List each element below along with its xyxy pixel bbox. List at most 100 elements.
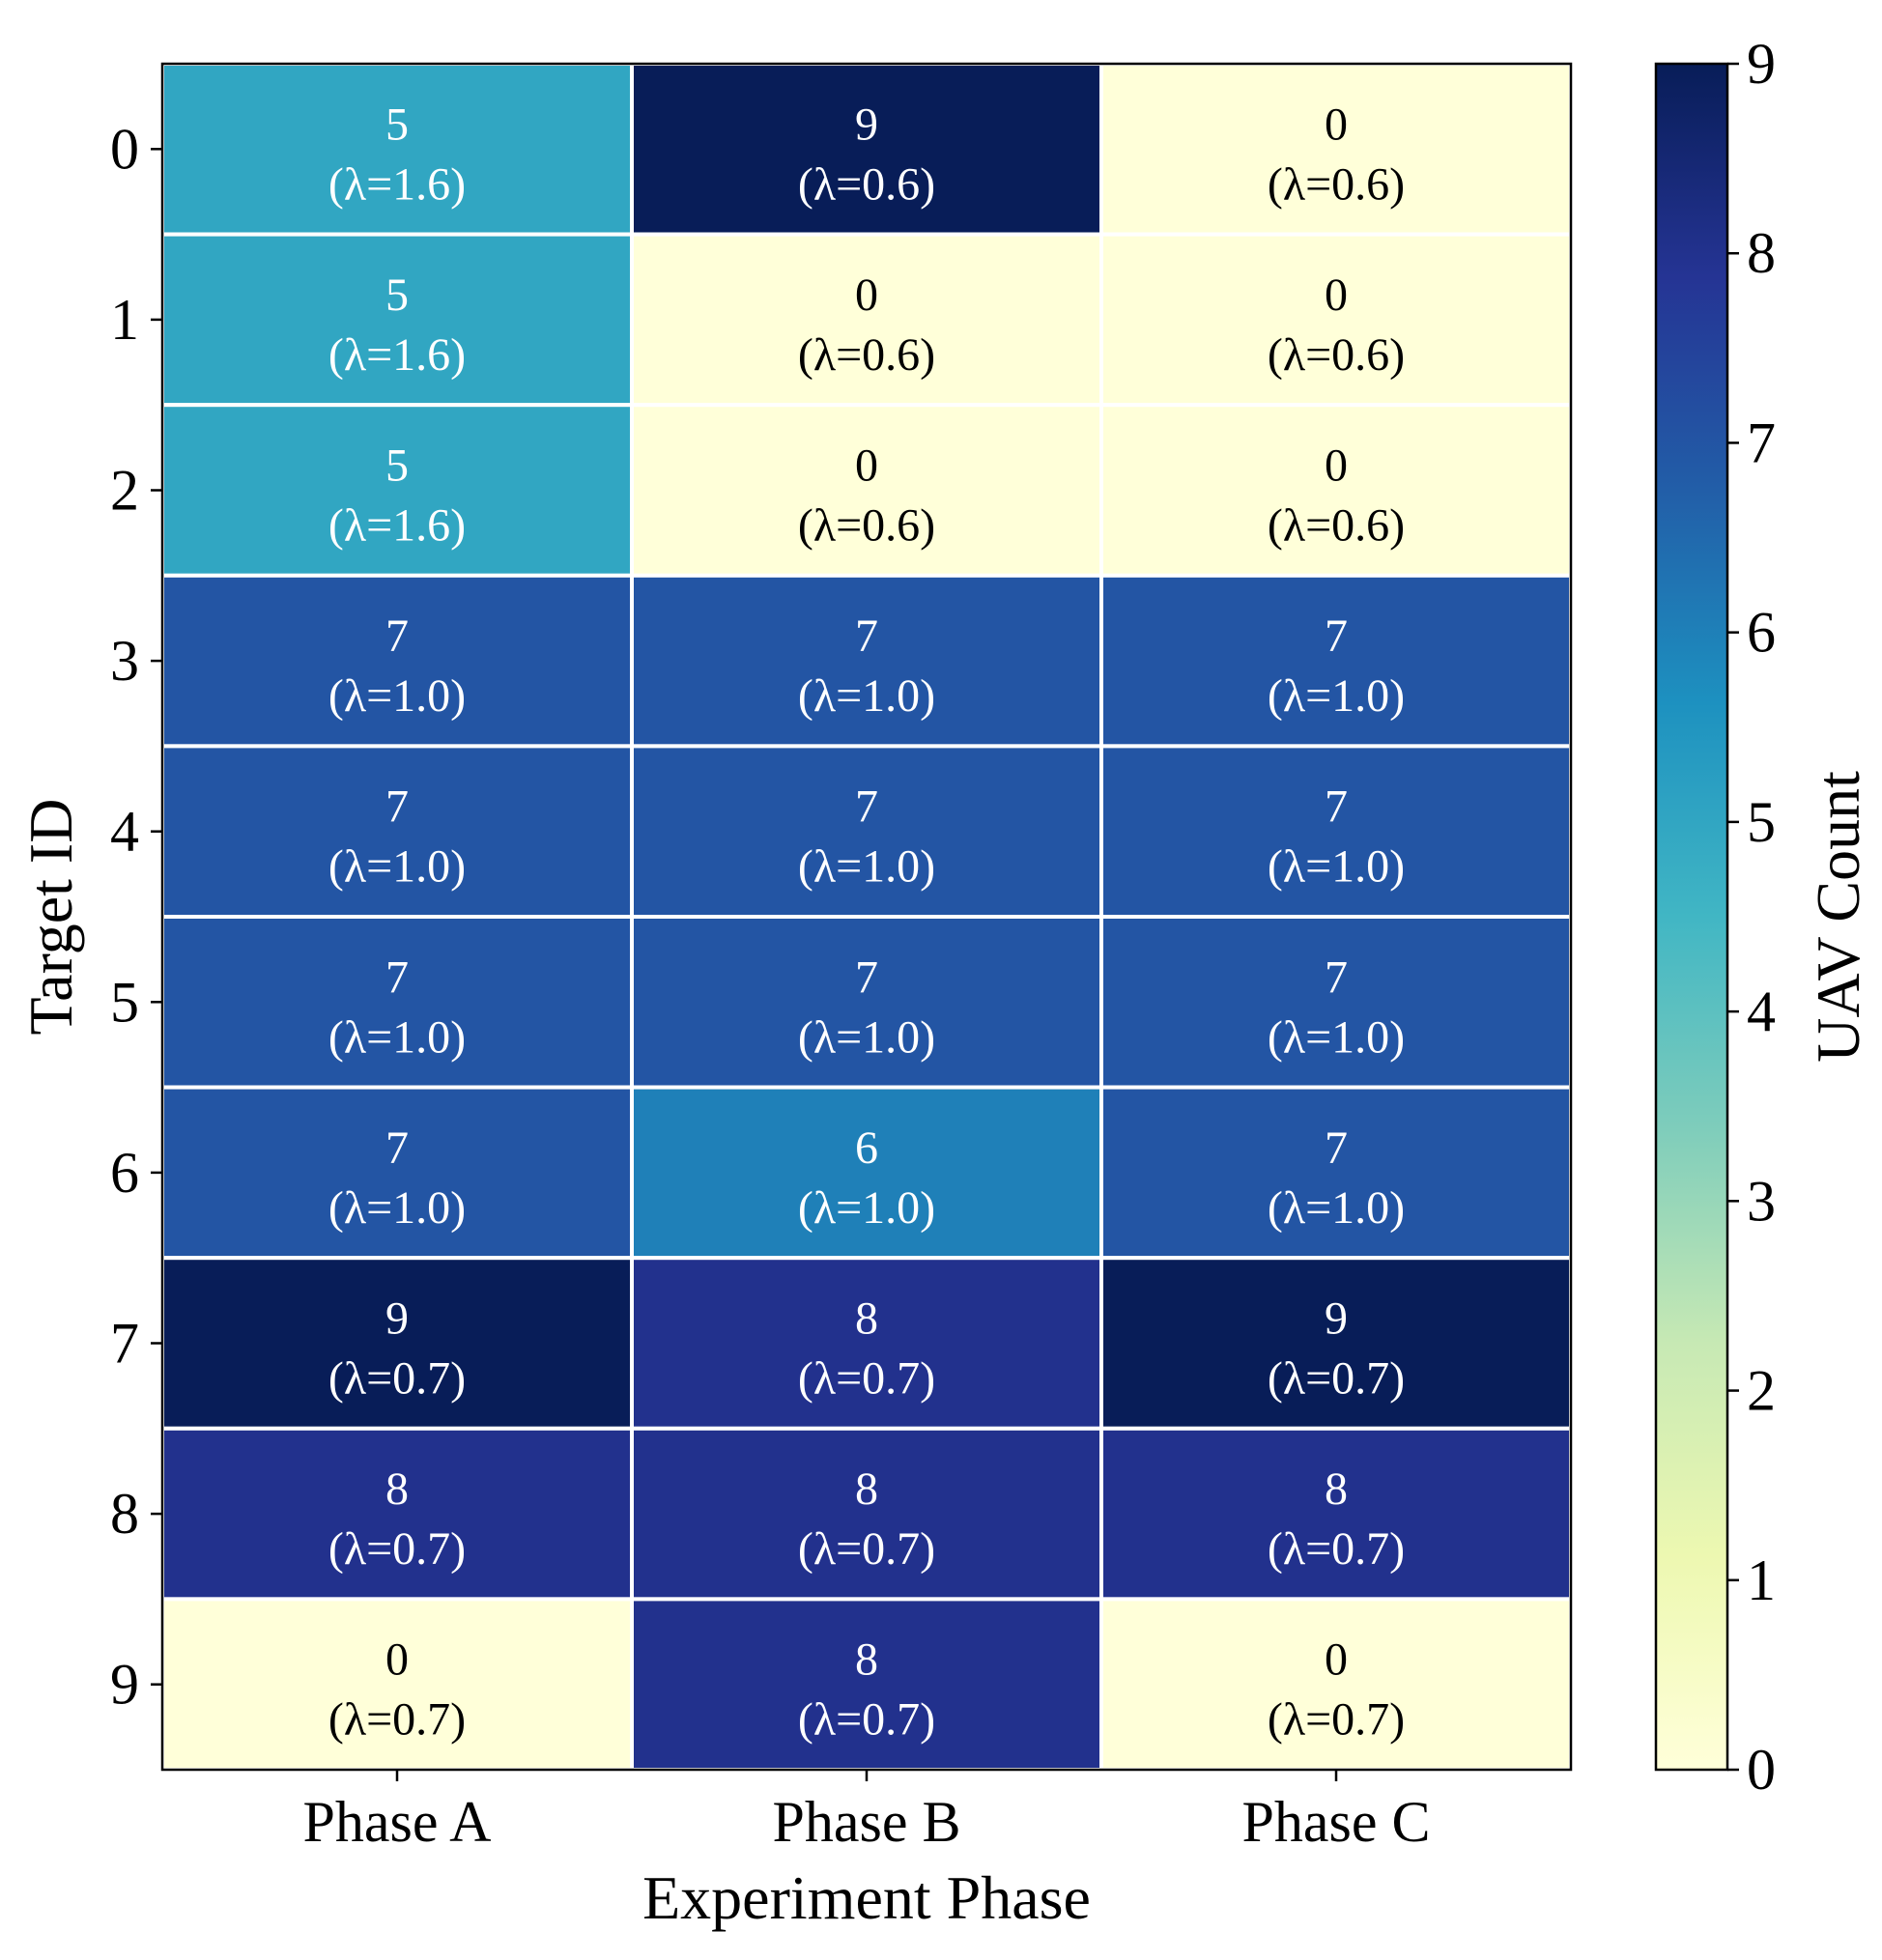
cell-value-label: 5	[385, 440, 409, 492]
cell-value-label: 8	[855, 1463, 878, 1515]
heatmap-cell	[630, 915, 1103, 1090]
cell-value-label: 7	[1325, 611, 1348, 662]
heatmap-cell	[630, 62, 1103, 237]
cell-lambda-label: (λ=1.0)	[328, 1011, 466, 1063]
cell-lambda-label: (λ=1.0)	[328, 1182, 466, 1234]
heatmap-cell	[1099, 1426, 1573, 1602]
cell-lambda-label: (λ=0.6)	[1268, 500, 1405, 552]
cell-lambda-label: (λ=1.0)	[798, 1182, 935, 1234]
heatmap-cell	[160, 1256, 634, 1431]
cell-lambda-label: (λ=0.7)	[328, 1694, 466, 1746]
colorbar-tick-label: 7	[1747, 411, 1776, 474]
heatmap-cell	[160, 1597, 634, 1773]
cell-value-label: 8	[1325, 1463, 1348, 1515]
cell-lambda-label: (λ=1.0)	[1268, 670, 1405, 722]
cell-lambda-label: (λ=1.6)	[328, 500, 466, 552]
y-tick-label: 6	[110, 1141, 139, 1205]
cell-value-label: 8	[385, 1463, 409, 1515]
cell-lambda-label: (λ=1.6)	[328, 158, 466, 210]
cell-lambda-label: (λ=0.7)	[798, 1353, 935, 1405]
heatmap-cell	[1099, 1085, 1573, 1261]
heatmap-cell	[160, 1426, 634, 1602]
cell-lambda-label: (λ=0.7)	[798, 1694, 935, 1746]
y-tick-label: 0	[110, 117, 139, 181]
cell-lambda-label: (λ=1.0)	[328, 670, 466, 722]
heatmap-cell	[160, 62, 634, 237]
heatmap-cell	[630, 1256, 1103, 1431]
heatmap-cell	[1099, 915, 1573, 1090]
cell-value-label: 7	[855, 781, 878, 833]
cell-lambda-label: (λ=1.0)	[1268, 1011, 1405, 1063]
cell-value-label: 0	[385, 1634, 409, 1686]
colorbar-tick-label: 8	[1747, 221, 1776, 285]
cell-value-label: 9	[855, 99, 878, 150]
cell-lambda-label: (λ=1.0)	[798, 670, 935, 722]
cell-value-label: 0	[1325, 440, 1348, 492]
y-tick-label: 9	[110, 1653, 139, 1717]
heatmap-cell	[630, 744, 1103, 920]
heatmap-cell	[1099, 573, 1573, 749]
cell-value-label: 5	[385, 270, 409, 321]
y-tick-label: 2	[110, 459, 139, 523]
cell-value-label: 7	[1325, 781, 1348, 833]
cell-lambda-label: (λ=0.7)	[1268, 1353, 1405, 1405]
cell-lambda-label: (λ=0.7)	[328, 1523, 466, 1575]
cell-lambda-label: (λ=0.6)	[1268, 158, 1405, 210]
heatmap-cell	[160, 1085, 634, 1261]
heatmap-cell	[630, 1597, 1103, 1773]
colorbar-ticks: 0 1 2 3 4 5 6 7 8 9	[1727, 32, 1776, 1802]
colorbar-tick-label: 2	[1747, 1359, 1776, 1423]
cell-lambda-label: (λ=0.6)	[798, 500, 935, 552]
cell-value-label: 9	[385, 1293, 409, 1345]
y-tick-label: 4	[110, 800, 139, 864]
y-tick-label: 8	[110, 1482, 139, 1546]
colorbar-tick-label: 3	[1747, 1169, 1776, 1233]
cell-value-label: 7	[855, 611, 878, 662]
x-tick-label: Phase A	[303, 1790, 492, 1854]
cell-lambda-label: (λ=1.0)	[1268, 841, 1405, 893]
colorbar-tick-label: 1	[1747, 1548, 1776, 1612]
colorbar-tick-label: 6	[1747, 601, 1776, 665]
cell-value-label: 7	[855, 952, 878, 1003]
y-tick-label: 1	[110, 288, 139, 352]
heatmap-cell	[1099, 232, 1573, 408]
cell-value-label: 5	[385, 99, 409, 150]
x-axis-label: Experiment Phase	[642, 1863, 1091, 1932]
cell-value-label: 0	[1325, 270, 1348, 321]
y-axis: 0 1 2 3 4 5 6 7 8 9	[110, 117, 162, 1717]
cell-value-label: 0	[1325, 1634, 1348, 1686]
cell-value-label: 8	[855, 1634, 878, 1686]
x-tick-label: Phase C	[1242, 1790, 1431, 1854]
cell-value-label: 7	[385, 952, 409, 1003]
cell-lambda-label: (λ=1.0)	[798, 841, 935, 893]
cell-value-label: 6	[855, 1122, 878, 1174]
cell-value-label: 9	[1325, 1293, 1348, 1345]
colorbar-label: UAV Count	[1804, 771, 1872, 1063]
heatmap-cell	[160, 232, 634, 408]
cell-value-label: 7	[385, 611, 409, 662]
cell-lambda-label: (λ=0.7)	[1268, 1694, 1405, 1746]
y-axis-label: Target ID	[16, 799, 85, 1036]
x-axis: Phase A Phase B Phase C	[303, 1770, 1431, 1854]
x-tick-label: Phase B	[773, 1790, 961, 1854]
cell-lambda-label: (λ=0.7)	[328, 1353, 466, 1405]
cell-value-label: 7	[385, 781, 409, 833]
cell-lambda-label: (λ=1.0)	[798, 1011, 935, 1063]
heatmap-cell	[630, 1085, 1103, 1261]
cell-value-label: 7	[385, 1122, 409, 1174]
cells-layer: 5 (λ=1.6) 9 (λ=0.6) 0 (λ=0.6) 5 (λ=1.6) 0 (λ=0.6)…	[160, 62, 1573, 1773]
cell-value-label: 8	[855, 1293, 878, 1345]
cell-value-label: 7	[1325, 952, 1348, 1003]
colorbar-tick-label: 4	[1747, 980, 1776, 1043]
heatmap-cell	[630, 403, 1103, 578]
y-tick-label: 7	[110, 1312, 139, 1376]
cell-lambda-label: (λ=0.7)	[798, 1523, 935, 1575]
colorbar	[1654, 62, 1729, 1772]
cell-value-label: 0	[855, 270, 878, 321]
colorbar-tick-label: 9	[1747, 32, 1776, 96]
cell-value-label: 0	[1325, 99, 1348, 150]
cell-value-label: 7	[1325, 1122, 1348, 1174]
cell-value-label: 0	[855, 440, 878, 492]
